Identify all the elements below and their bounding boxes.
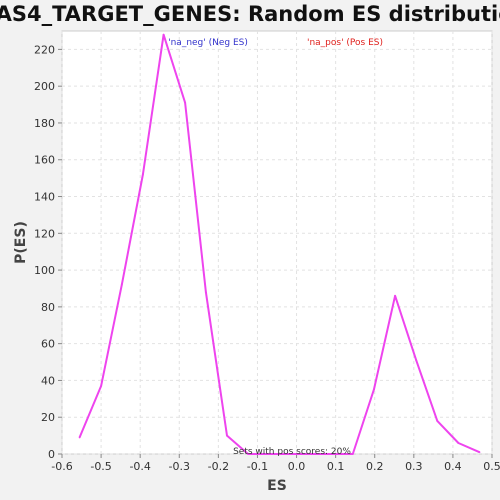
series-point xyxy=(162,33,165,36)
series-point xyxy=(478,451,481,454)
series-line xyxy=(78,33,480,455)
series-point xyxy=(457,442,460,444)
x-tick-label: -0.6 xyxy=(51,460,72,473)
series-point xyxy=(78,436,81,439)
y-tick-label: 60 xyxy=(41,338,55,351)
y-tick-label: 80 xyxy=(41,301,55,314)
series-point xyxy=(184,101,187,104)
series-point xyxy=(415,359,418,362)
x-tick-label: -0.4 xyxy=(129,460,150,473)
legend-entry: 'na_pos' (Pos ES) xyxy=(307,38,383,48)
x-tick-label: -0.3 xyxy=(169,460,190,473)
series-point xyxy=(100,385,102,387)
x-axis: -0.6 -0.5 -0.4 -0.3 -0.2 -0.1 0.0 0.1 0.2 0.3 0.4 0… xyxy=(51,454,500,473)
x-tick-label: 0.3 xyxy=(405,460,423,473)
series-point xyxy=(142,173,144,176)
plot-area xyxy=(61,30,493,455)
series-point xyxy=(226,434,228,437)
y-tick-label: 100 xyxy=(34,264,55,277)
series-point xyxy=(436,419,439,422)
y-tick-label: 40 xyxy=(41,374,55,387)
series-point xyxy=(310,453,312,455)
series-point xyxy=(289,453,291,455)
series-point xyxy=(204,291,207,294)
x-tick-label: 0.5 xyxy=(483,460,500,473)
x-tick-label: -0.2 xyxy=(208,460,229,473)
series-point xyxy=(120,283,123,286)
legend-entry: 'na_neg' (Neg ES) xyxy=(168,38,248,48)
series-point xyxy=(268,453,271,455)
x-tick-label: 0.0 xyxy=(288,460,306,473)
x-tick-label: 0.1 xyxy=(327,460,345,473)
y-axis: 0 20 40 60 80 100 120 140 160 180 200 220 xyxy=(34,43,62,461)
series-point xyxy=(373,388,375,391)
series-point xyxy=(330,453,333,455)
x-tick-label: 0.2 xyxy=(366,460,384,473)
legend: 'na_neg' (Neg ES) 'na_pos' (Pos ES) xyxy=(168,38,383,48)
pos-scores-annotation: Sets with pos scores: 20% xyxy=(233,447,351,457)
chart-title: PIAS4_TARGET_GENES: Random ES distributi… xyxy=(0,2,500,26)
series-point xyxy=(247,453,249,455)
x-tick-label: -0.5 xyxy=(90,460,111,473)
x-tick-label: 0.4 xyxy=(444,460,462,473)
series-group xyxy=(78,33,481,455)
y-tick-label: 160 xyxy=(34,154,55,167)
y-tick-label: 180 xyxy=(34,117,55,130)
x-axis-label: ES xyxy=(267,478,287,494)
grid xyxy=(61,31,493,455)
y-tick-label: 140 xyxy=(34,191,55,204)
y-tick-label: 220 xyxy=(34,43,55,56)
y-tick-label: 200 xyxy=(34,80,55,93)
y-tick-label: 0 xyxy=(48,448,55,461)
x-tick-label: -0.1 xyxy=(247,460,268,473)
y-tick-label: 20 xyxy=(41,411,55,424)
series-point xyxy=(351,453,354,455)
y-axis-label: P(ES) xyxy=(13,221,29,264)
y-tick-label: 120 xyxy=(34,227,55,240)
series-point xyxy=(394,294,396,297)
